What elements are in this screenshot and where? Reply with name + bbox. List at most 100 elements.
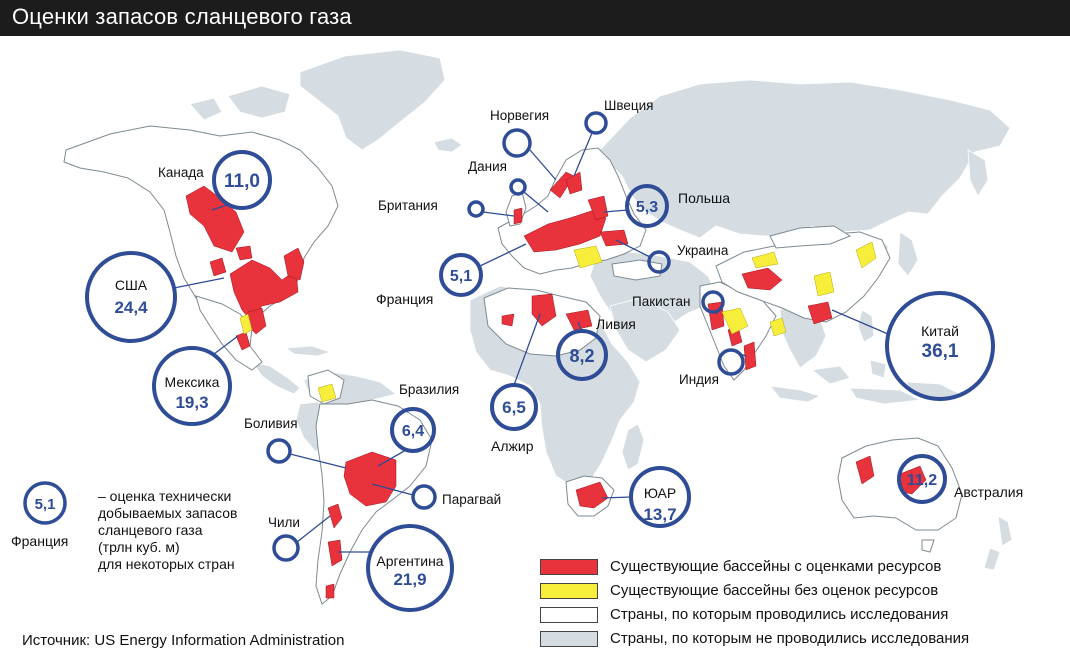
basins-not-assessed (239, 241, 877, 403)
basin-y-india2 (769, 317, 787, 337)
bubble-australia-value: 11,2 (907, 472, 937, 489)
basin-europe-c (523, 209, 607, 253)
basin-usa-west (209, 257, 227, 277)
line-norway (529, 149, 557, 181)
tasmania-shape (921, 539, 935, 553)
line-france (479, 243, 527, 267)
basin-usa-east (283, 247, 305, 281)
line-algeria (513, 313, 541, 386)
legend-swatch-grey (540, 631, 598, 647)
basin-paraguay (343, 451, 397, 507)
line-usa (173, 277, 225, 289)
legend-swatch-white (540, 607, 598, 623)
bubble-poland-value: 5,3 (636, 199, 658, 216)
new-zealand-shape (983, 515, 1013, 571)
line-pakistan (715, 305, 723, 315)
bubble-france (439, 253, 483, 297)
bubble-argentina (366, 524, 454, 612)
line-sweden (573, 132, 593, 177)
basin-argentina-s (325, 583, 335, 599)
label-brazil: Бразилия (399, 382, 459, 397)
bubble-china (885, 291, 995, 401)
basin-y-mexico (239, 313, 253, 335)
bubble-brazil (390, 407, 436, 453)
mexico-shape (195, 295, 263, 371)
line-libya (577, 321, 583, 332)
value-bubbles (85, 150, 995, 612)
bubble-canada (212, 150, 272, 210)
legend-label-assessed: Существующие бассейны с оценками ресурсо… (610, 558, 942, 575)
basin-y-ukraine (573, 245, 603, 269)
label-note-country: Франция (11, 533, 68, 549)
bubble-usa (85, 251, 177, 343)
country-labels: Норвегия Швеция Дания Британия Украина П… (11, 98, 729, 549)
label-india: Индия (679, 372, 719, 387)
label-algeria: Алжир (491, 438, 534, 454)
label-denmark: Дания (468, 159, 507, 174)
legend-label-not-assessed: Существующие бассейны без оценок ресурсо… (610, 582, 939, 599)
indonesia-shape (769, 359, 922, 405)
label-bolivia: Боливия (244, 416, 298, 431)
bubble-values: 11,0 24,4 19,3 5,1 5,3 8,2 6,5 6,4 21,9 … (35, 171, 959, 589)
arctic-islands-shape (189, 85, 291, 121)
basin-y-china-c (813, 271, 835, 297)
bubble-canada-value: 11,0 (224, 171, 260, 192)
basin-canada-small (235, 245, 253, 261)
world-map: 11,0 24,4 19,3 5,1 5,3 8,2 6,5 6,4 21,9 … (11, 49, 1023, 612)
basin-australia-w (855, 455, 875, 485)
note-line-2: добываемых запасов (98, 505, 238, 521)
label-norway: Норвегия (490, 108, 549, 123)
line-britain (482, 211, 515, 217)
label-usa: США (115, 277, 148, 293)
bubble-mexico-value: 19,3 (175, 393, 208, 412)
basin-britain (513, 207, 523, 225)
basin-china-w (741, 267, 783, 291)
bubble-usa-value: 24,4 (114, 298, 148, 317)
bubble-mexico (152, 346, 232, 426)
bubble-note-value: 5,1 (35, 496, 56, 513)
iceland-shape (433, 137, 463, 153)
label-chile: Чили (268, 515, 300, 530)
line-south-africa (601, 496, 632, 499)
madagascar-shape (621, 423, 645, 471)
line-mexico (213, 335, 239, 355)
source-text: Источник: US Energy Information Administ… (22, 632, 345, 649)
bubble-brazil-value: 6,4 (402, 423, 424, 440)
russia-shape (599, 79, 1011, 239)
line-canada (211, 203, 231, 211)
basin-y-china-n (751, 251, 779, 269)
basin-mexico (235, 331, 251, 351)
legend-swatch-red (540, 559, 598, 575)
basin-canada-west (185, 185, 245, 253)
bubble-bolivia (266, 438, 292, 464)
line-ukraine (615, 239, 651, 258)
note-line-5: для некоторых стран (98, 556, 235, 572)
line-denmark (523, 191, 549, 213)
bubble-china-value: 36,1 (922, 341, 959, 362)
label-poland: Польша (678, 190, 730, 206)
label-australia: Австралия (954, 484, 1023, 500)
arabia-shape (609, 297, 681, 363)
bubble-paraguay (411, 484, 437, 510)
basin-south-africa (575, 481, 609, 509)
bubble-australia (897, 454, 947, 504)
label-south-africa: ЮАР (644, 485, 676, 501)
note-text: – оценка технически добываемых запасов с… (98, 488, 237, 573)
line-india (739, 353, 747, 357)
bubble-note (23, 481, 67, 525)
bubble-sweden (584, 111, 608, 135)
bubble-chile (272, 534, 300, 562)
label-ukraine: Украина (677, 243, 729, 258)
label-france: Франция (376, 291, 433, 307)
kamchatka-shape (967, 149, 989, 197)
line-paraguay (371, 483, 414, 496)
label-libya: Ливия (596, 316, 636, 332)
page-title: Оценки запасов сланцевого газа (12, 4, 352, 29)
basin-usa-central (229, 259, 299, 321)
basin-y-china-ne (855, 241, 877, 269)
legend-label-not-studied: Страны, по которым не проводились исслед… (610, 630, 970, 647)
bubble-libya-value: 8,2 (569, 346, 594, 366)
central-america-shape (251, 345, 332, 395)
bubble-algeria-value: 6,5 (502, 398, 526, 417)
label-sweden: Швеция (604, 98, 654, 113)
